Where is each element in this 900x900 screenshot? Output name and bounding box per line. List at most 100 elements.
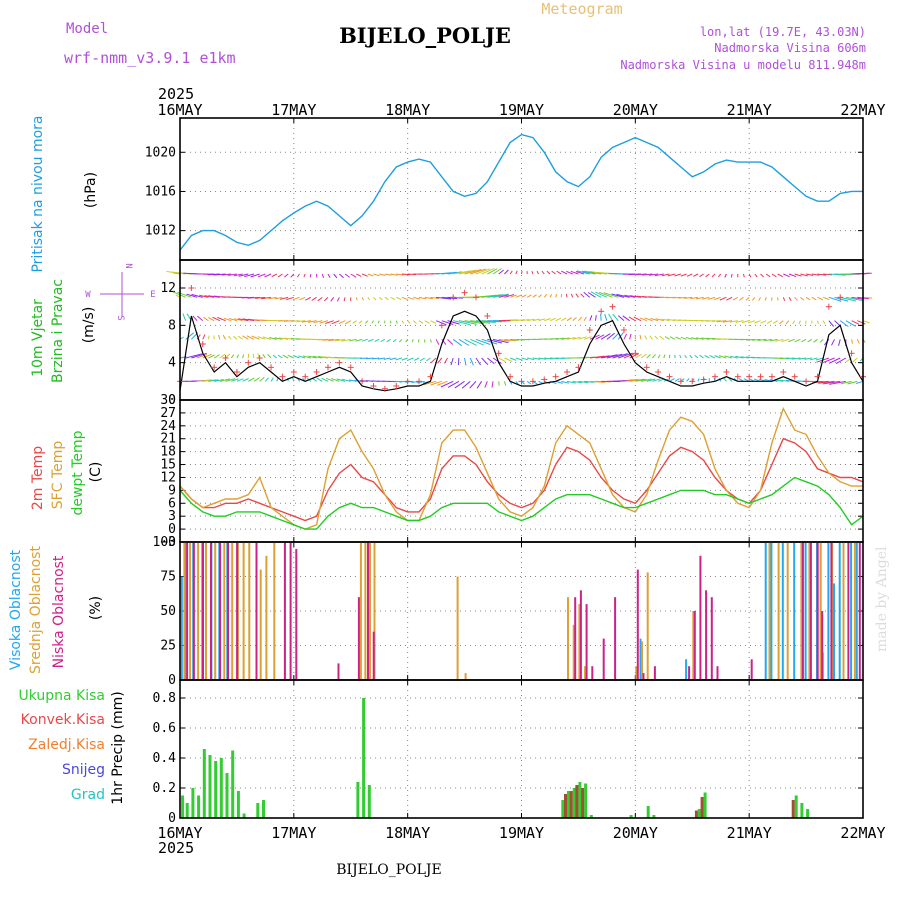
wind-arrow (383, 357, 391, 360)
cloud-mid-bar (808, 542, 811, 680)
wind-arrow (365, 320, 369, 324)
wind-arrow (766, 320, 773, 324)
wind-arrow (661, 318, 670, 322)
wind-arrow (361, 297, 364, 301)
cloud-mid-bar (273, 542, 276, 680)
wind-arrow (395, 320, 398, 324)
wind-arrow (771, 273, 777, 278)
wind-arrow (244, 273, 255, 278)
wind-arrow (464, 357, 467, 366)
wind-arrow (549, 337, 559, 340)
wind-gust-marker (427, 373, 434, 380)
wind-arrow (575, 293, 579, 298)
wind-gust-marker (199, 341, 206, 347)
wind-arrow (811, 296, 817, 301)
temp-ytick-label: 3 (168, 509, 176, 524)
wind-arrow (267, 354, 272, 359)
wind-arrow (624, 294, 636, 298)
wind-arrow (257, 336, 266, 340)
wind-arrow (622, 315, 630, 322)
wind-arrow (487, 294, 504, 298)
wind-arrow (754, 320, 761, 324)
wind-gust-marker (803, 378, 810, 385)
temp-ytick-label: 27 (160, 406, 176, 421)
precip-total-bar (208, 755, 212, 818)
wind-arrow (546, 270, 551, 275)
wind-arrow (845, 320, 856, 327)
wind-arrow (561, 317, 567, 322)
wind-arrow (818, 380, 835, 384)
wind-arrow (779, 379, 790, 382)
wind-arrow (308, 355, 317, 359)
model-altitude-label: Nadmorska Visina u modelu 811.948m (620, 58, 866, 72)
wind-arrow (521, 319, 530, 322)
wind-arrow (590, 291, 602, 298)
wind-arrow (675, 336, 682, 340)
temp-ytick-label: 21 (160, 432, 176, 447)
precip-ytick-label: 0.4 (153, 751, 177, 766)
wind-arrow (705, 273, 710, 278)
wind-gust-marker (666, 373, 673, 380)
wind-arrow (221, 273, 232, 276)
wind-arrow (248, 377, 255, 382)
wind-arrow (612, 313, 619, 321)
cloud-low-bar (858, 542, 861, 680)
wind-arrow (652, 354, 656, 359)
wind-arrow (319, 320, 329, 324)
wind-arrow (628, 316, 636, 322)
wind-arrow (730, 273, 733, 278)
wind-arrow (794, 338, 801, 343)
wind-gust-marker (598, 308, 605, 315)
wind-arrow (666, 318, 676, 322)
station-title: BIJELO_POLJE (339, 23, 511, 48)
wind-arrow (214, 379, 224, 382)
wind-arrow (251, 335, 260, 340)
wind-arrow (250, 273, 260, 278)
wind-arrow (531, 270, 534, 275)
wind-arrow (549, 294, 553, 298)
wind-gust-marker (655, 369, 662, 375)
wind-arrow (208, 379, 219, 382)
wind-arrow (726, 296, 733, 301)
precip-total-bar (256, 803, 260, 818)
wind-arrow (202, 379, 217, 382)
wind-arrow (212, 316, 221, 322)
wind-arrow (623, 353, 635, 359)
wind-arrow (661, 273, 670, 277)
wind-arrow (788, 297, 792, 301)
wind-gust-marker (609, 303, 616, 310)
wind-arrow (328, 338, 340, 342)
precip-total-bar (236, 791, 240, 818)
panels: 10121016102004812−3036912151821242730025… (145, 101, 886, 842)
wind-arrow (566, 337, 576, 340)
cloud-mid-bar (456, 576, 459, 680)
wind-arrow (684, 354, 687, 359)
wind-arrow (788, 338, 795, 343)
wind-gust-marker (211, 364, 218, 371)
wind-arrow (279, 296, 289, 300)
wind-gust-marker (586, 327, 593, 333)
precip-total-bar (589, 815, 593, 818)
wind-arrow (635, 378, 647, 382)
wind-arrow (316, 377, 323, 382)
precip-total-bar (646, 806, 650, 818)
cloud-mid-bar (231, 542, 234, 680)
cloud-low-bar (227, 542, 229, 680)
wind-arrow (608, 313, 613, 321)
wind-arrow (851, 296, 864, 300)
wind-arrow (765, 273, 771, 278)
cloud-mid-bar (572, 624, 575, 680)
wind-arrow (277, 273, 283, 278)
wind-arrow (476, 381, 483, 389)
wind-arrow (783, 273, 790, 278)
cloud-low-bar (710, 597, 713, 680)
cloud-mid-bar (800, 542, 803, 680)
precip-total-bar (367, 785, 371, 818)
wind-gust-marker (370, 383, 377, 389)
wind-arrow (287, 354, 295, 359)
wind-arrow (423, 380, 437, 386)
wind-arrow (487, 268, 498, 275)
wind-arrow (862, 320, 870, 324)
wind-arrow (233, 273, 243, 277)
wind-arrow (773, 320, 778, 324)
